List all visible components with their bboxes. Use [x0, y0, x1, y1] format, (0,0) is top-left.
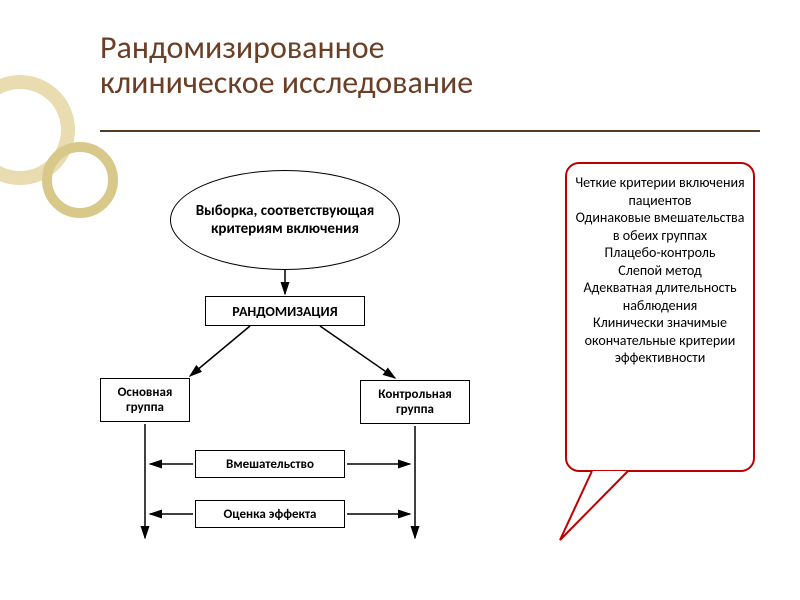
node-intervention: Вмешательство	[195, 450, 345, 478]
node-randomization: РАНДОМИЗАЦИЯ	[205, 296, 365, 326]
node-evaluation-text: Оценка эффекта	[224, 507, 317, 522]
slide-title: Рандомизированное клиническое исследован…	[100, 30, 700, 100]
node-evaluation: Оценка эффекта	[195, 500, 345, 528]
node-randomization-text: РАНДОМИЗАЦИЯ	[232, 303, 337, 320]
node-sample-ellipse: Выборка, соответствующая критериям включ…	[170, 170, 400, 270]
decor-ring-2	[42, 142, 118, 218]
title-line1: Рандомизированное	[100, 28, 385, 67]
title-line2: клиническое исследование	[100, 63, 473, 102]
node-intervention-text: Вмешательство	[226, 457, 314, 472]
node-main-group-text: Основная группа	[109, 385, 181, 415]
node-main-group: Основная группа	[100, 378, 190, 422]
title-underline	[100, 130, 760, 132]
node-control-group: Контрольная группа	[360, 380, 470, 424]
criteria-callout: Четкие критерии включения пациентовОдина…	[565, 162, 755, 472]
node-control-group-text: Контрольная группа	[369, 387, 461, 417]
criteria-callout-text: Четкие критерии включения пациентовОдина…	[575, 174, 744, 366]
node-sample-text: Выборка, соответствующая критериям включ…	[181, 202, 389, 238]
